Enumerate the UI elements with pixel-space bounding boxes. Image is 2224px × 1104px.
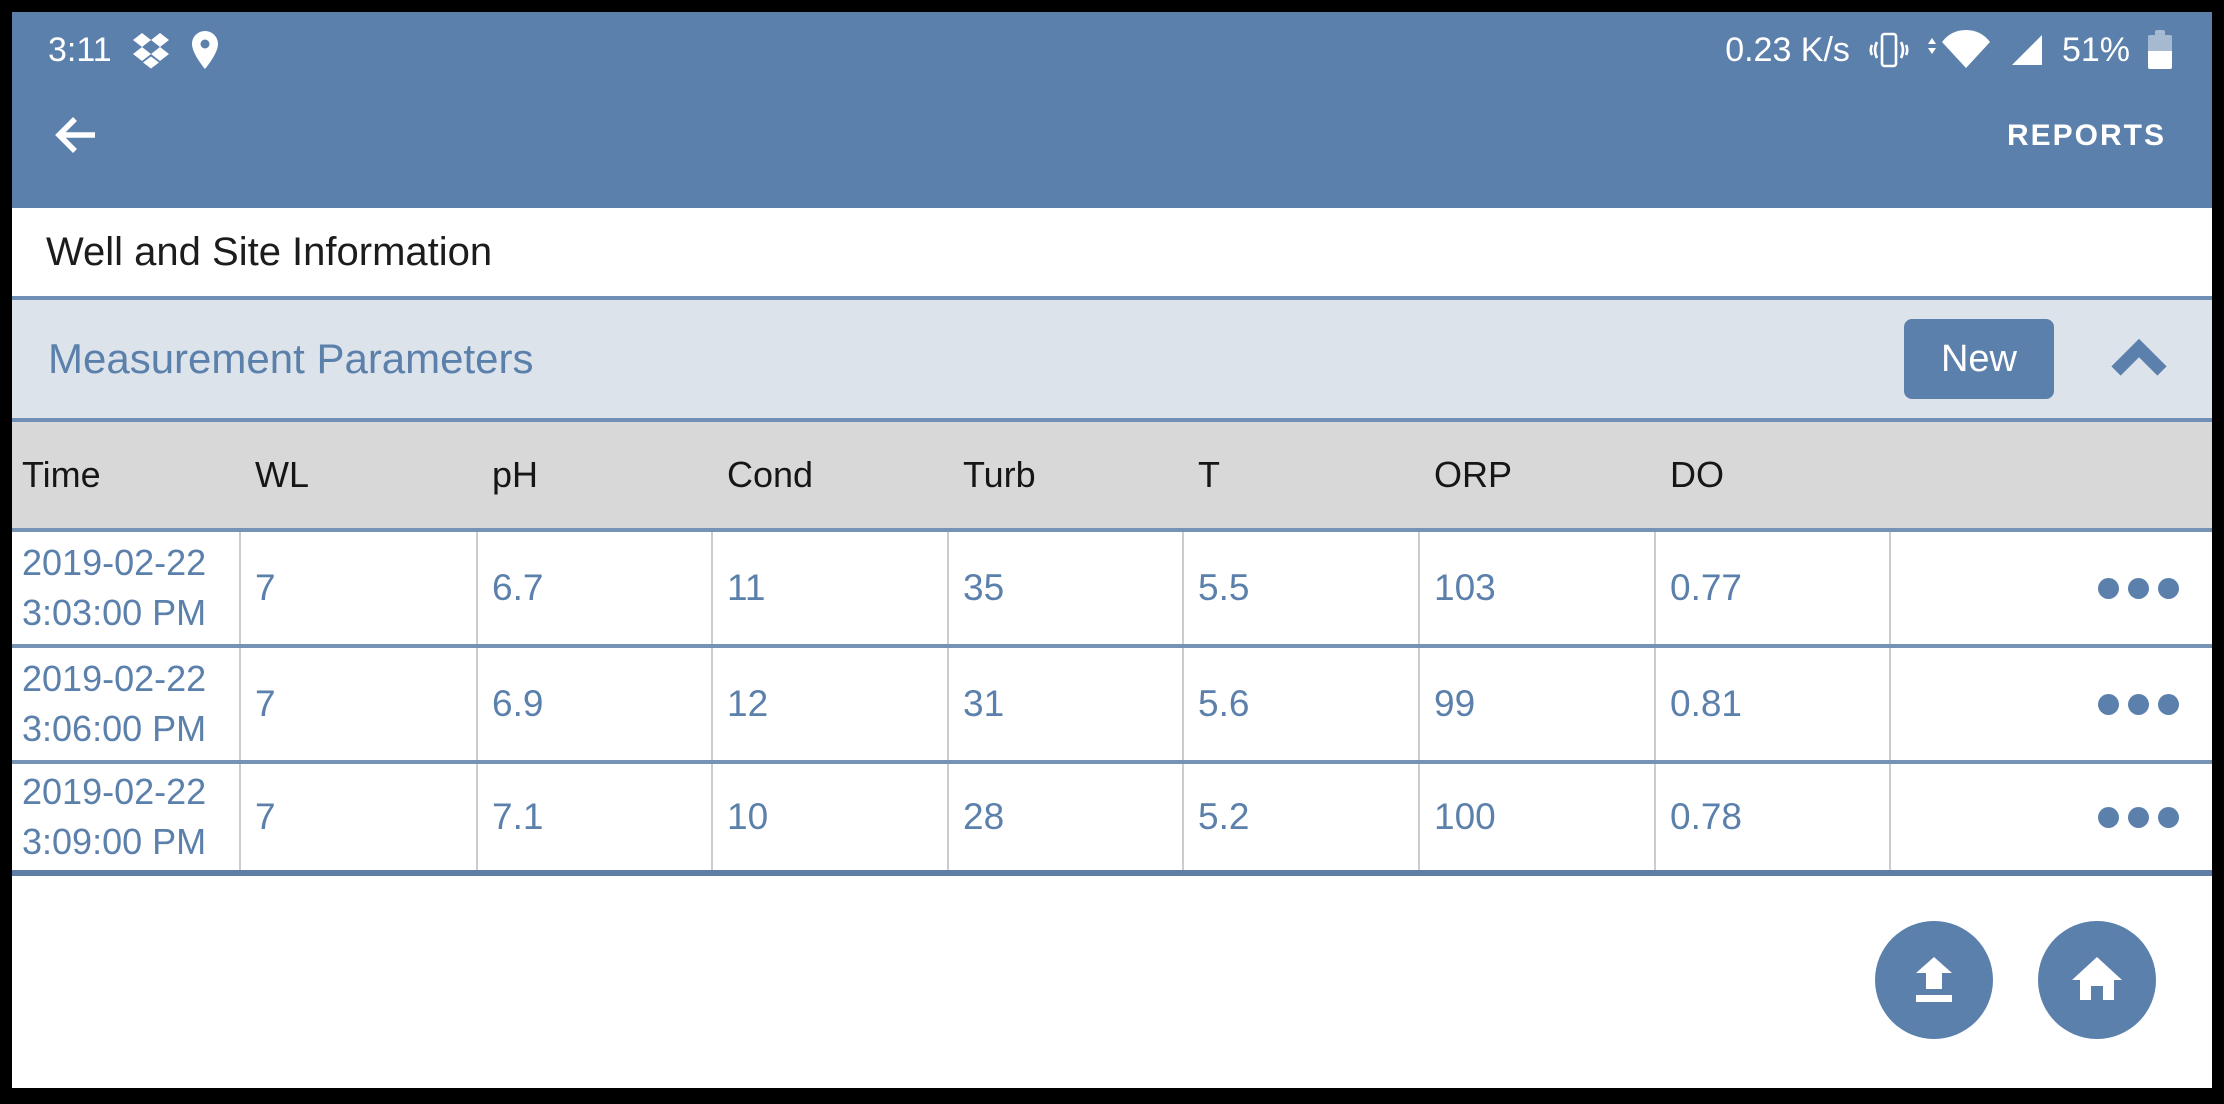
measurement-date: 2019-02-22 — [22, 542, 207, 583]
column-header-cond: Cond — [727, 454, 814, 495]
table-row[interactable]: 2019-02-22 3:06:00 PM 7 6.9 12 31 5.6 99… — [12, 644, 2212, 760]
table-row[interactable]: 2019-02-22 3:09:00 PM 7 7.1 10 28 5.2 10… — [12, 760, 2212, 876]
cell-ph: 6.9 — [478, 648, 713, 760]
cell-wl: 7 — [241, 532, 478, 644]
status-time: 3:11 — [48, 30, 112, 69]
reports-button[interactable]: REPORTS — [2006, 119, 2166, 152]
cell-orp: 103 — [1420, 532, 1656, 644]
cell-cond: 12 — [713, 648, 949, 760]
cell-do: 0.77 — [1656, 532, 1891, 644]
status-right-group: 0.23 K/s — [1725, 30, 2172, 70]
cell-time: 2019-02-22 3:09:00 PM — [12, 764, 241, 870]
location-icon — [190, 30, 220, 70]
toolbar: REPORTS — [12, 78, 2212, 208]
cell-do: 0.81 — [1656, 648, 1891, 760]
column-header-turb: Turb — [963, 454, 1036, 495]
column-header-orp: ORP — [1434, 454, 1513, 495]
chevron-up-icon — [2110, 338, 2168, 380]
measurement-date: 2019-02-22 — [22, 658, 207, 699]
column-header-ph: pH — [492, 454, 539, 495]
upload-icon — [1905, 951, 1963, 1010]
collapse-section-button[interactable] — [2110, 338, 2168, 380]
measurement-time: 3:03:00 PM — [22, 592, 207, 633]
column-header-do: DO — [1670, 454, 1724, 495]
cell-wl: 7 — [241, 648, 478, 760]
overflow-dots-icon — [2098, 806, 2119, 828]
dropbox-icon — [132, 32, 170, 69]
table-header-row: Time WL pH Cond Turb T ORP DO — [12, 422, 2212, 528]
overflow-dots-icon — [2098, 577, 2119, 599]
overflow-dots-icon — [2128, 577, 2149, 599]
column-header-time: Time — [22, 454, 101, 495]
cell-ph: 7.1 — [478, 764, 713, 870]
back-button[interactable] — [52, 115, 98, 158]
cell-do: 0.78 — [1656, 764, 1891, 870]
cell-cond: 10 — [713, 764, 949, 870]
network-speed: 0.23 K/s — [1725, 30, 1850, 69]
row-menu-button[interactable] — [1891, 532, 2212, 644]
measurement-parameters-title: Measurement Parameters — [48, 335, 534, 382]
cell-cond: 11 — [713, 532, 949, 644]
measurement-parameters-header: Measurement Parameters New — [12, 300, 2212, 422]
cell-orp: 99 — [1420, 648, 1656, 760]
well-info-section-header[interactable]: Well and Site Information — [12, 208, 2212, 300]
cellular-signal-icon — [2010, 33, 2044, 67]
column-header-t: T — [1198, 454, 1220, 495]
cell-time: 2019-02-22 3:03:00 PM — [12, 532, 241, 644]
row-menu-button[interactable] — [1891, 764, 2212, 870]
overflow-dots-icon — [2098, 693, 2119, 715]
new-measurement-button[interactable]: New — [1904, 319, 2054, 399]
overflow-dots-icon — [2128, 806, 2149, 828]
back-arrow-icon — [52, 115, 98, 158]
measurement-date: 2019-02-22 — [22, 771, 207, 812]
overflow-dots-icon — [2128, 693, 2149, 715]
status-bar: 3:11 0.23 K/s — [12, 12, 2212, 78]
overflow-dots-icon — [2158, 806, 2179, 828]
overflow-dots-icon — [2158, 693, 2179, 715]
wifi-icon — [1927, 30, 1992, 70]
app-window: 3:11 0.23 K/s — [12, 12, 2212, 1088]
table-row[interactable]: 2019-02-22 3:03:00 PM 7 6.7 11 35 5.5 10… — [12, 528, 2212, 644]
home-fab-button[interactable] — [2038, 921, 2156, 1039]
cell-t: 5.5 — [1184, 532, 1420, 644]
cell-turb: 35 — [949, 532, 1184, 644]
cell-orp: 100 — [1420, 764, 1656, 870]
column-header-wl: WL — [255, 454, 309, 495]
overflow-dots-icon — [2158, 577, 2179, 599]
page-title: Well and Site Information — [46, 229, 493, 274]
cell-t: 5.6 — [1184, 648, 1420, 760]
cell-time: 2019-02-22 3:06:00 PM — [12, 648, 241, 760]
cell-ph: 6.7 — [478, 532, 713, 644]
cell-wl: 7 — [241, 764, 478, 870]
vibrate-icon — [1868, 30, 1910, 70]
cell-t: 5.2 — [1184, 764, 1420, 870]
measurement-time: 3:06:00 PM — [22, 708, 207, 749]
upload-fab-button[interactable] — [1875, 921, 1993, 1039]
cell-turb: 28 — [949, 764, 1184, 870]
home-icon — [2068, 952, 2126, 1009]
app-header: 3:11 0.23 K/s — [12, 12, 2212, 208]
battery-icon — [2148, 30, 2172, 69]
measurement-time: 3:09:00 PM — [22, 821, 207, 862]
cell-turb: 31 — [949, 648, 1184, 760]
row-menu-button[interactable] — [1891, 648, 2212, 760]
battery-percent: 51% — [2061, 30, 2130, 69]
